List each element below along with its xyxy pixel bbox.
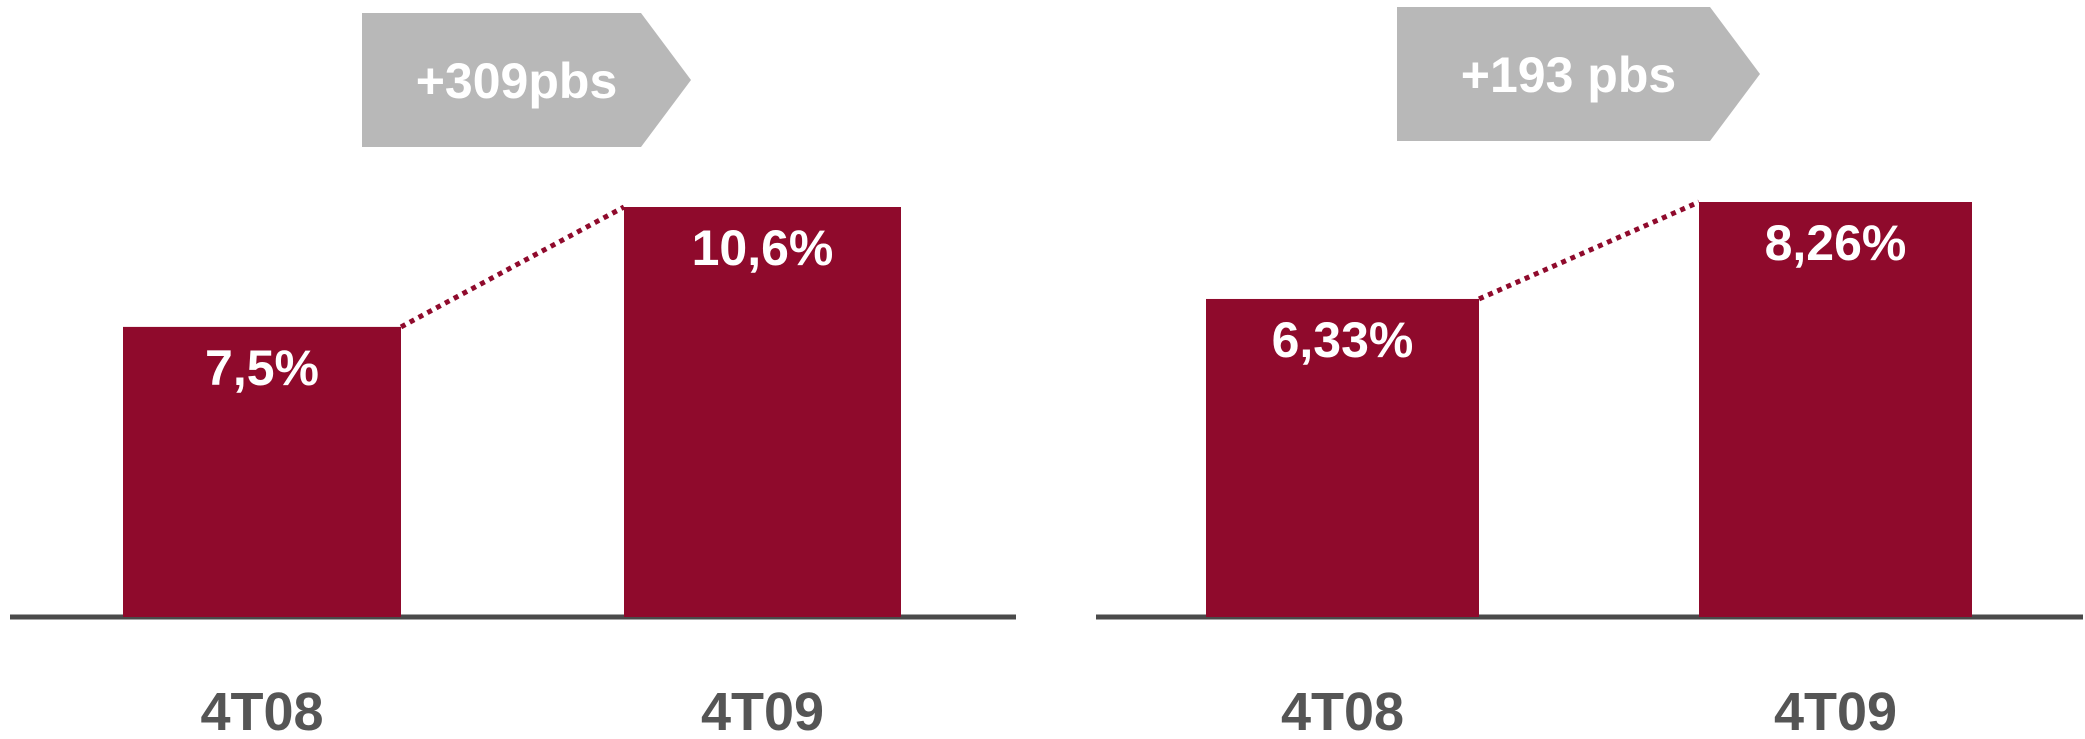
bar-value-label: 8,26%	[1765, 215, 1907, 271]
bar-value-label: 7,5%	[205, 340, 319, 396]
change-arrow-badge	[362, 13, 691, 147]
bar	[1699, 202, 1972, 617]
bar	[624, 207, 901, 617]
bar	[123, 326, 401, 617]
category-label: 4T09	[1774, 682, 1897, 734]
category-label: 4T09	[701, 682, 824, 734]
bar-value-label: 10,6%	[692, 220, 834, 276]
change-label: +193 pbs	[1461, 47, 1676, 103]
category-label: 4T08	[1281, 682, 1404, 734]
change-connector-line	[1477, 199, 1701, 302]
category-label: 4T08	[200, 682, 323, 734]
change-connector-line	[399, 204, 626, 330]
change-arrow-badge	[1397, 7, 1760, 141]
change-label: +309pbs	[416, 53, 618, 109]
bar-value-label: 6,33%	[1272, 312, 1414, 368]
bar	[1206, 298, 1479, 617]
